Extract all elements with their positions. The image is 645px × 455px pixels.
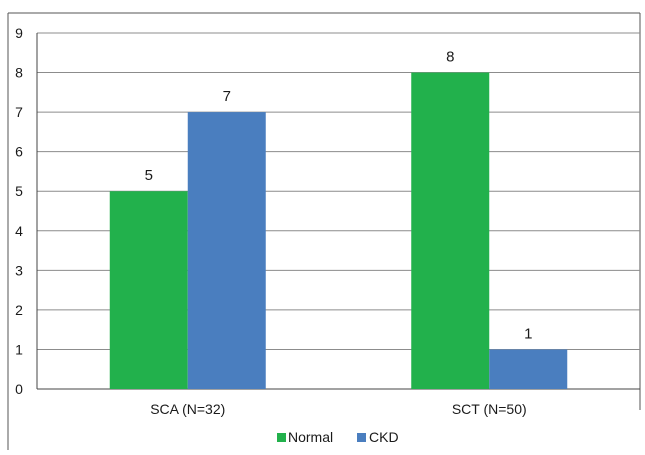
y-axis-ticks: 0 1 2 3 4 5 6 7 8 9 bbox=[15, 25, 23, 397]
bar-normal-1 bbox=[109, 191, 188, 389]
legend-label-ckd: CKD bbox=[369, 429, 399, 445]
y-tick-label: 6 bbox=[15, 144, 23, 160]
y-tick-label: 2 bbox=[15, 302, 23, 318]
data-label: 7 bbox=[223, 88, 231, 105]
y-tick-label: 0 bbox=[15, 381, 23, 397]
data-label: 8 bbox=[446, 49, 454, 66]
legend: Normal CKD bbox=[277, 429, 399, 445]
y-tick-label: 9 bbox=[15, 25, 23, 41]
y-tick-label: 4 bbox=[15, 223, 23, 239]
y-tick-label: 8 bbox=[15, 65, 23, 81]
data-labels: 5 7 8 1 bbox=[145, 49, 533, 343]
x-tick-label: SCA (N=32) bbox=[150, 401, 225, 417]
y-tick-label: 7 bbox=[15, 104, 23, 120]
bar-ckd-1 bbox=[187, 112, 266, 389]
y-tick-label: 1 bbox=[15, 341, 23, 357]
bars bbox=[109, 72, 568, 390]
data-label: 1 bbox=[524, 325, 532, 342]
legend-swatch-ckd bbox=[357, 433, 366, 442]
legend-label-normal: Normal bbox=[288, 429, 333, 445]
x-axis-ticks: SCA (N=32) SCT (N=50) bbox=[150, 401, 526, 417]
legend-swatch-normal bbox=[277, 433, 286, 442]
bar-ckd-2 bbox=[489, 349, 568, 389]
y-tick-label: 3 bbox=[15, 262, 23, 278]
bar-normal-2 bbox=[411, 72, 490, 390]
x-tick-label: SCT (N=50) bbox=[452, 401, 527, 417]
data-label: 5 bbox=[145, 167, 153, 184]
y-tick-label: 5 bbox=[15, 183, 23, 199]
